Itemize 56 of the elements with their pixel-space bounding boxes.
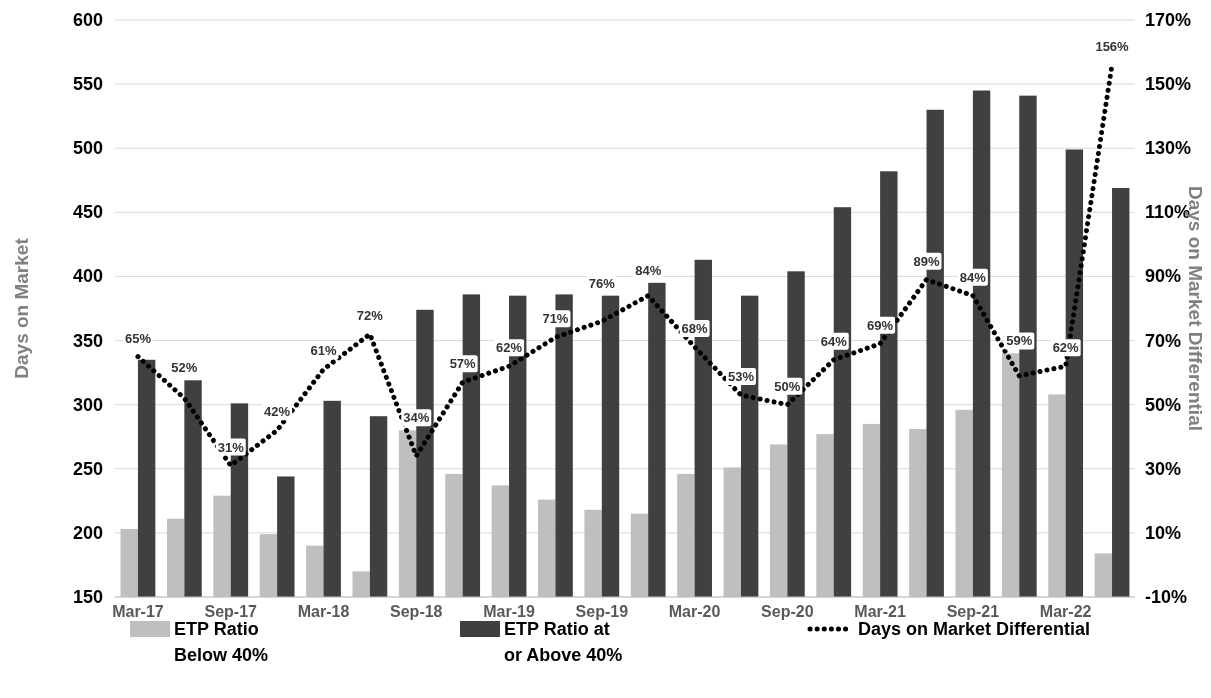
- y-tick-label: 500: [72, 138, 103, 159]
- y2-tick-label: 170%: [1145, 10, 1192, 30]
- x-tick-label: Sep-19: [575, 603, 629, 620]
- data-label: 62%: [1052, 340, 1080, 356]
- data-label: 76%: [588, 275, 616, 291]
- data-label: 156%: [1095, 38, 1130, 54]
- data-label: 65%: [124, 330, 152, 346]
- data-label: 52%: [171, 360, 198, 376]
- y-tick-label: 300: [72, 394, 103, 415]
- legend-label: ETP Ratio Below 40%: [174, 619, 269, 665]
- y-tick-label: 250: [72, 458, 103, 479]
- y2-tick-label: 10%: [1145, 522, 1182, 543]
- x-tick-label: Sep-18: [390, 603, 443, 620]
- data-label: 42%: [264, 404, 291, 420]
- y2-tick-label: 130%: [1145, 138, 1192, 159]
- y-tick-label: 450: [72, 202, 103, 223]
- legend-label: Days on Market Differential: [858, 619, 1091, 639]
- data-label: 69%: [867, 317, 894, 333]
- data-label: 50%: [774, 378, 801, 394]
- data-label: 84%: [635, 262, 662, 278]
- x-tick-label: Sep-21: [946, 603, 1000, 620]
- y2-tick-label: -10%: [1145, 587, 1188, 607]
- data-label: 31%: [217, 439, 245, 455]
- data-label: 62%: [496, 340, 523, 356]
- y2-tick-label: 90%: [1145, 266, 1182, 287]
- x-tick-label: Mar-21: [854, 603, 907, 620]
- data-label: 72%: [356, 308, 384, 324]
- data-label: 61%: [310, 343, 337, 359]
- y-tick-label: 600: [72, 10, 103, 30]
- y-axis-title: Days on Market: [11, 237, 32, 379]
- legend-label: ETP Ratio at or Above 40%: [504, 619, 623, 665]
- data-label: 59%: [1006, 333, 1033, 349]
- y-tick-label: 200: [72, 522, 103, 543]
- y-tick-label: 400: [72, 266, 103, 287]
- x-tick-label: Sep-20: [761, 603, 814, 620]
- data-label: 71%: [542, 311, 569, 327]
- y2-tick-label: 70%: [1145, 330, 1182, 351]
- data-label: 68%: [681, 320, 709, 336]
- x-tick-label: Mar-22: [1039, 603, 1092, 620]
- y-tick-label: 550: [72, 74, 103, 95]
- x-tick-label: Mar-19: [483, 603, 535, 620]
- data-label: 34%: [403, 410, 430, 426]
- y2-tick-label: 30%: [1145, 458, 1182, 479]
- x-tick-label: Mar-17: [112, 603, 164, 620]
- x-tick-label: Sep-17: [204, 603, 258, 620]
- data-label: 89%: [913, 253, 940, 269]
- data-label: 84%: [959, 269, 987, 285]
- data-label: 64%: [820, 333, 848, 349]
- y-tick-label: 150: [72, 587, 103, 607]
- x-tick-label: Mar-20: [668, 603, 721, 620]
- data-label: 57%: [449, 356, 477, 372]
- y-tick-label: 350: [72, 330, 103, 351]
- y2-tick-label: 150%: [1145, 74, 1192, 95]
- data-label: 53%: [727, 369, 755, 385]
- x-tick-label: Mar-18: [297, 603, 350, 620]
- y2-tick-label: 50%: [1145, 394, 1182, 415]
